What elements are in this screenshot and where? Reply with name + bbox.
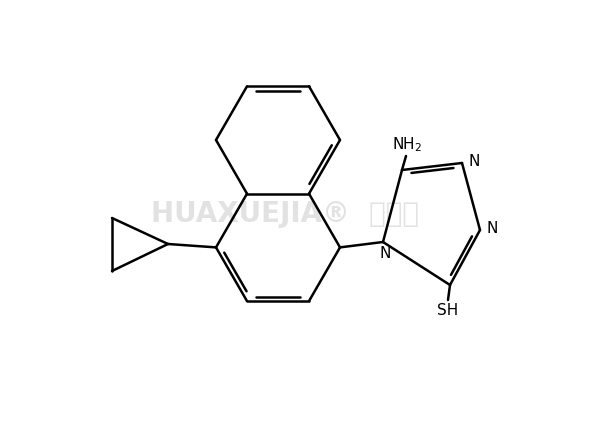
- Text: SH: SH: [437, 303, 459, 318]
- Text: N: N: [379, 246, 391, 261]
- Text: N: N: [486, 220, 497, 235]
- Text: HUAXUEJIA®  化学加: HUAXUEJIA® 化学加: [151, 200, 419, 228]
- Text: N: N: [468, 154, 480, 169]
- Text: NH$_2$: NH$_2$: [392, 135, 422, 154]
